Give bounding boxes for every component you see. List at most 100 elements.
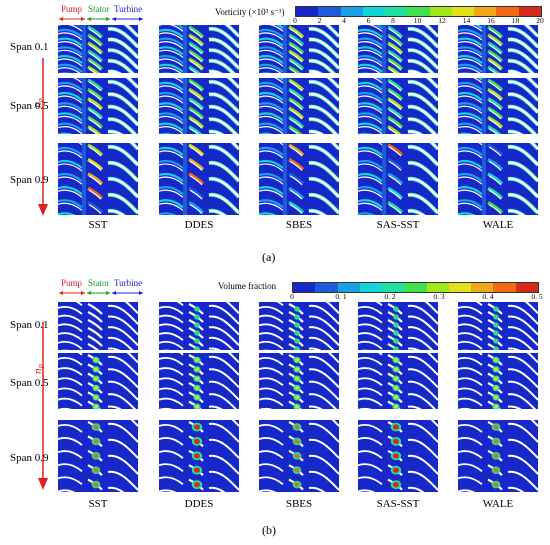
colorbar-segment (359, 283, 383, 292)
row-label-span-0-1: Span 0.1 (10, 319, 49, 331)
flow-field-thumbnail (358, 25, 438, 73)
flow-field-thumbnail (458, 78, 538, 134)
model-label-wale: WALE (482, 498, 514, 510)
flow-field-thumbnail (159, 420, 239, 492)
colorbar (292, 282, 539, 293)
colorbar-tick-label: 2 (317, 16, 322, 25)
row-label-span-0-5: Span 0.5 (10, 100, 49, 112)
colorbar-segment (493, 283, 516, 292)
flow-field-thumbnail (159, 78, 239, 134)
model-label-wale: WALE (482, 219, 514, 231)
colorbar-tick-label: 18 (511, 16, 520, 25)
flow-field-thumbnail (58, 78, 138, 134)
np-arrow (38, 322, 48, 490)
colorbar-segment (385, 7, 408, 16)
pump-label: Pump (61, 278, 83, 288)
colorbar-segment (474, 7, 497, 16)
flow-field-thumbnail (358, 302, 438, 350)
colorbar-tick-label: 6 (366, 16, 371, 25)
caption-a: (a) (262, 250, 276, 264)
colorbar-segment (293, 283, 316, 292)
colorbar-segment (429, 7, 452, 16)
colorbar-segment (515, 283, 538, 292)
colorbar-ticks: 0 2 4 6 8 10 12 14 16 18 20 (285, 16, 550, 26)
flow-field-thumbnail (159, 25, 239, 73)
colorbar-segment (340, 7, 363, 16)
colorbar-tick-label: 0. 2 (384, 292, 396, 301)
row-label-span-0-1: Span 0.1 (10, 41, 49, 53)
colorbar-segment (496, 7, 519, 16)
colorbar (295, 6, 542, 17)
colorbar-tick-label: 0. 4 (482, 292, 494, 301)
row-label-span-0-5: Span 0.5 (10, 377, 49, 389)
flow-field-thumbnail (58, 25, 138, 73)
flow-field-thumbnail (458, 353, 538, 409)
row-label-span-0-9: Span 0.9 (10, 174, 49, 186)
panel-b: Pump Stator Turbine Volume fraction 0 0. … (0, 272, 550, 544)
model-label-ddes: DDES (184, 498, 214, 510)
model-label-sas-sst: SAS-SST (376, 498, 420, 510)
region-header: Pump Stator Turbine (58, 278, 144, 296)
colorbar-segment (407, 7, 430, 16)
colorbar-tick-label: 20 (536, 16, 544, 25)
flow-field-thumbnail (358, 78, 438, 134)
flow-field-thumbnail (358, 353, 438, 409)
colorbar-tick-label: 16 (487, 16, 495, 25)
colorbar-ticks: 0 0. 1 0. 2 0. 3 0. 4 0. 5 (282, 292, 547, 302)
colorbar-segment (426, 283, 449, 292)
stator-label: Stator (88, 4, 110, 14)
colorbar-segment (382, 283, 405, 292)
pump-label: Pump (61, 4, 83, 14)
colorbar-segment (315, 283, 338, 292)
colorbar-tick-label: 0 (290, 292, 294, 301)
flow-field-thumbnail (259, 78, 339, 134)
colorbar-segment (404, 283, 427, 292)
flow-field-thumbnail (458, 25, 538, 73)
turbine-label: Turbine (114, 278, 143, 288)
colorbar-tick-label: 4 (342, 16, 346, 25)
colorbar-tick-label: 8 (391, 16, 395, 25)
flow-field-thumbnail (58, 143, 138, 215)
flow-field-thumbnail (159, 353, 239, 409)
colorbar-segment (518, 7, 541, 16)
flow-field-thumbnail (458, 302, 538, 350)
region-brackets (59, 291, 143, 295)
model-label-sbes: SBES (285, 219, 313, 231)
colorbar-title: Vorticity (×10³ s⁻¹) (215, 7, 285, 17)
model-label-ddes: DDES (184, 219, 214, 231)
flow-field-thumbnail (259, 302, 339, 350)
flow-field-thumbnail (259, 353, 339, 409)
colorbar-tick-label: 10 (413, 16, 422, 25)
colorbar-tick-label: 0. 3 (433, 292, 445, 301)
turbine-label: Turbine (114, 4, 143, 14)
colorbar-segment (471, 283, 494, 292)
colorbar-tick-label: 0. 1 (335, 292, 347, 301)
colorbar-segment (318, 7, 341, 16)
panel-a: Pump Stator Turbine Vorticity (×10³ s⁻¹)… (0, 0, 550, 272)
flow-field-thumbnail (58, 302, 138, 350)
colorbar-tick-label: 14 (462, 16, 471, 25)
row-label-span-0-9: Span 0.9 (10, 452, 49, 464)
model-label-sst: SST (88, 498, 108, 510)
colorbar-segment (362, 7, 386, 16)
flow-field-thumbnail (159, 143, 239, 215)
region-header: Pump Stator Turbine (58, 4, 144, 22)
flow-field-thumbnail (58, 420, 138, 492)
flow-field-thumbnail (259, 25, 339, 73)
colorbar-segment (296, 7, 319, 16)
flow-field-thumbnail (358, 143, 438, 215)
region-brackets (59, 17, 143, 21)
stator-label: Stator (88, 278, 110, 288)
colorbar-tick-label: 0 (293, 16, 297, 25)
colorbar-segment (448, 283, 472, 292)
np-arrow (38, 58, 48, 216)
colorbar-title: Volume fraction (218, 281, 277, 291)
flow-field-thumbnail (259, 143, 339, 215)
flow-field-thumbnail (458, 143, 538, 215)
np-label: nP (31, 364, 46, 374)
model-label-sas-sst: SAS-SST (376, 219, 420, 231)
flow-field-thumbnail (259, 420, 339, 492)
flow-field-thumbnail (159, 302, 239, 350)
flow-field-thumbnail (458, 420, 538, 492)
model-label-sst: SST (88, 219, 108, 231)
